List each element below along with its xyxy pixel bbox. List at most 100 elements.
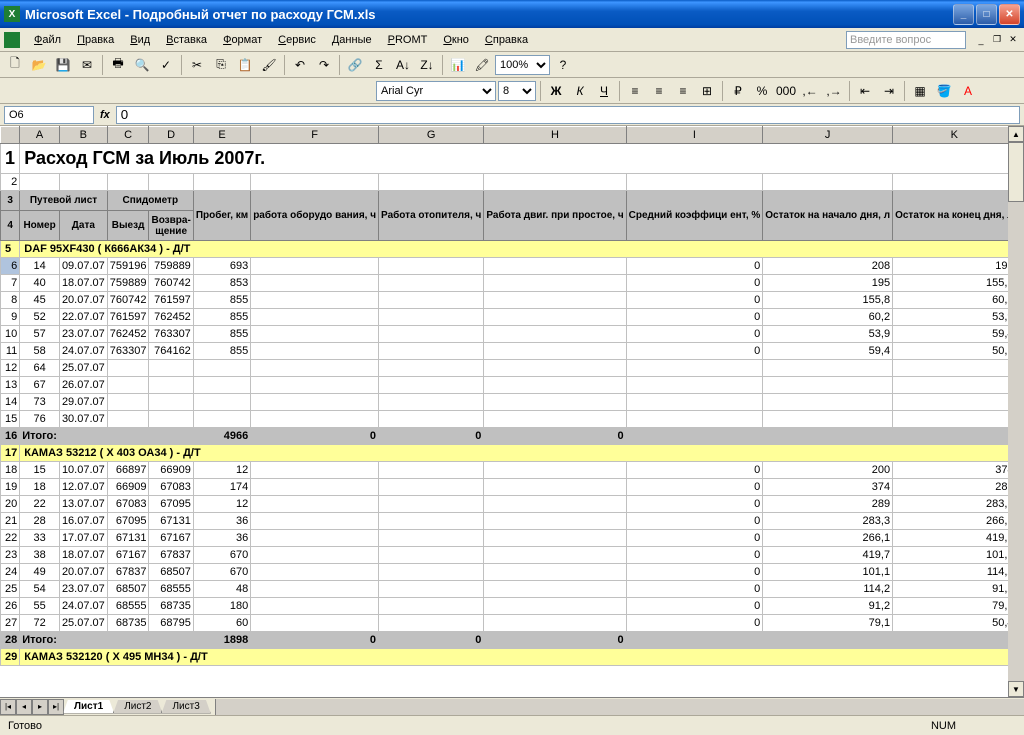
help-icon[interactable]: ?: [552, 54, 574, 76]
redo-icon[interactable]: ↷: [313, 54, 335, 76]
cell[interactable]: 79,1: [763, 615, 893, 632]
font-select[interactable]: Arial Cyr: [376, 81, 496, 101]
cell[interactable]: 50,4: [893, 615, 1008, 632]
cell[interactable]: 59,4: [763, 343, 893, 360]
cell[interactable]: 54: [20, 581, 60, 598]
cell[interactable]: [484, 377, 626, 394]
cell[interactable]: 29.07.07: [59, 394, 107, 411]
cell[interactable]: 283,3: [893, 496, 1008, 513]
cell[interactable]: [379, 462, 484, 479]
cell[interactable]: [379, 581, 484, 598]
cell[interactable]: 91,2: [763, 598, 893, 615]
cell[interactable]: [379, 309, 484, 326]
sort-asc-icon[interactable]: A↓: [392, 54, 414, 76]
sheet-tab-Лист2[interactable]: Лист2: [113, 700, 162, 714]
horizontal-scrollbar[interactable]: [215, 699, 1024, 715]
row-8[interactable]: 8: [1, 292, 20, 309]
size-select[interactable]: 8: [498, 81, 536, 101]
cell[interactable]: 670: [193, 564, 250, 581]
cell[interactable]: 53,9: [763, 326, 893, 343]
doc-close[interactable]: ✕: [1006, 33, 1020, 47]
cell[interactable]: 0: [626, 598, 763, 615]
cell[interactable]: 763307: [107, 343, 149, 360]
cell[interactable]: [484, 360, 626, 377]
cell[interactable]: 45: [20, 292, 60, 309]
cell[interactable]: [251, 326, 379, 343]
row-23[interactable]: 23: [1, 547, 20, 564]
cell[interactable]: 67095: [107, 513, 149, 530]
row-27[interactable]: 27: [1, 615, 20, 632]
cell[interactable]: 0: [626, 547, 763, 564]
cell[interactable]: 48: [193, 581, 250, 598]
cell[interactable]: 64: [20, 360, 60, 377]
cell[interactable]: 24.07.07: [59, 598, 107, 615]
cell[interactable]: 60: [193, 615, 250, 632]
currency-icon[interactable]: ₽: [727, 80, 749, 102]
cell[interactable]: [379, 377, 484, 394]
cell[interactable]: 25.07.07: [59, 360, 107, 377]
mail-icon[interactable]: ✉: [76, 54, 98, 76]
cell[interactable]: 36: [193, 513, 250, 530]
cell[interactable]: [193, 360, 250, 377]
tab-next-icon[interactable]: ▸: [32, 699, 48, 715]
cell[interactable]: [379, 513, 484, 530]
cell[interactable]: 762452: [149, 309, 193, 326]
cell[interactable]: 763307: [149, 326, 193, 343]
cell[interactable]: [251, 377, 379, 394]
row-1[interactable]: 1: [1, 144, 20, 174]
row-25[interactable]: 25: [1, 581, 20, 598]
cell[interactable]: 693: [193, 258, 250, 275]
cell[interactable]: 200: [763, 462, 893, 479]
cell[interactable]: [763, 394, 893, 411]
sheet-tab-Лист1[interactable]: Лист1: [63, 700, 114, 714]
cell[interactable]: 38: [20, 547, 60, 564]
cell[interactable]: 68735: [149, 598, 193, 615]
cell[interactable]: [484, 564, 626, 581]
cell[interactable]: [484, 530, 626, 547]
row-15[interactable]: 15: [1, 411, 20, 428]
cell[interactable]: [379, 496, 484, 513]
cell[interactable]: [251, 530, 379, 547]
cell[interactable]: 67167: [107, 547, 149, 564]
cell[interactable]: 14: [20, 258, 60, 275]
cell[interactable]: [149, 394, 193, 411]
col-G[interactable]: G: [379, 127, 484, 144]
col-D[interactable]: D: [149, 127, 193, 144]
sort-desc-icon[interactable]: Z↓: [416, 54, 438, 76]
sheet-tab-Лист3[interactable]: Лист3: [161, 700, 210, 714]
doc-minimize[interactable]: _: [974, 33, 988, 47]
bold-icon[interactable]: Ж: [545, 80, 567, 102]
cell[interactable]: [251, 360, 379, 377]
cell[interactable]: 67837: [149, 547, 193, 564]
cell[interactable]: 670: [193, 547, 250, 564]
cell[interactable]: 18: [20, 479, 60, 496]
cell[interactable]: 761597: [149, 292, 193, 309]
cell[interactable]: 760742: [107, 292, 149, 309]
cell[interactable]: [251, 462, 379, 479]
cell[interactable]: [484, 581, 626, 598]
cell[interactable]: 13.07.07: [59, 496, 107, 513]
menu-Вид[interactable]: Вид: [122, 32, 158, 48]
menu-Вставка[interactable]: Вставка: [158, 32, 215, 48]
cell[interactable]: 72: [20, 615, 60, 632]
cell[interactable]: [626, 394, 763, 411]
col-B[interactable]: B: [59, 127, 107, 144]
cell[interactable]: 91,2: [893, 581, 1008, 598]
open-icon[interactable]: 📂: [28, 54, 50, 76]
fill-color-icon[interactable]: 🪣: [933, 80, 955, 102]
row-10[interactable]: 10: [1, 326, 20, 343]
cell[interactable]: [251, 309, 379, 326]
cell[interactable]: 36: [193, 530, 250, 547]
cell[interactable]: 195: [763, 275, 893, 292]
cell[interactable]: 18.07.07: [59, 275, 107, 292]
cell[interactable]: 68555: [149, 581, 193, 598]
cell[interactable]: 853: [193, 275, 250, 292]
cell[interactable]: 855: [193, 343, 250, 360]
cell[interactable]: [626, 377, 763, 394]
row-3[interactable]: 3: [1, 191, 20, 211]
cell[interactable]: 16.07.07: [59, 513, 107, 530]
cell[interactable]: 09.07.07: [59, 258, 107, 275]
col-I[interactable]: I: [626, 127, 763, 144]
cell[interactable]: [763, 360, 893, 377]
cell[interactable]: 289: [893, 479, 1008, 496]
